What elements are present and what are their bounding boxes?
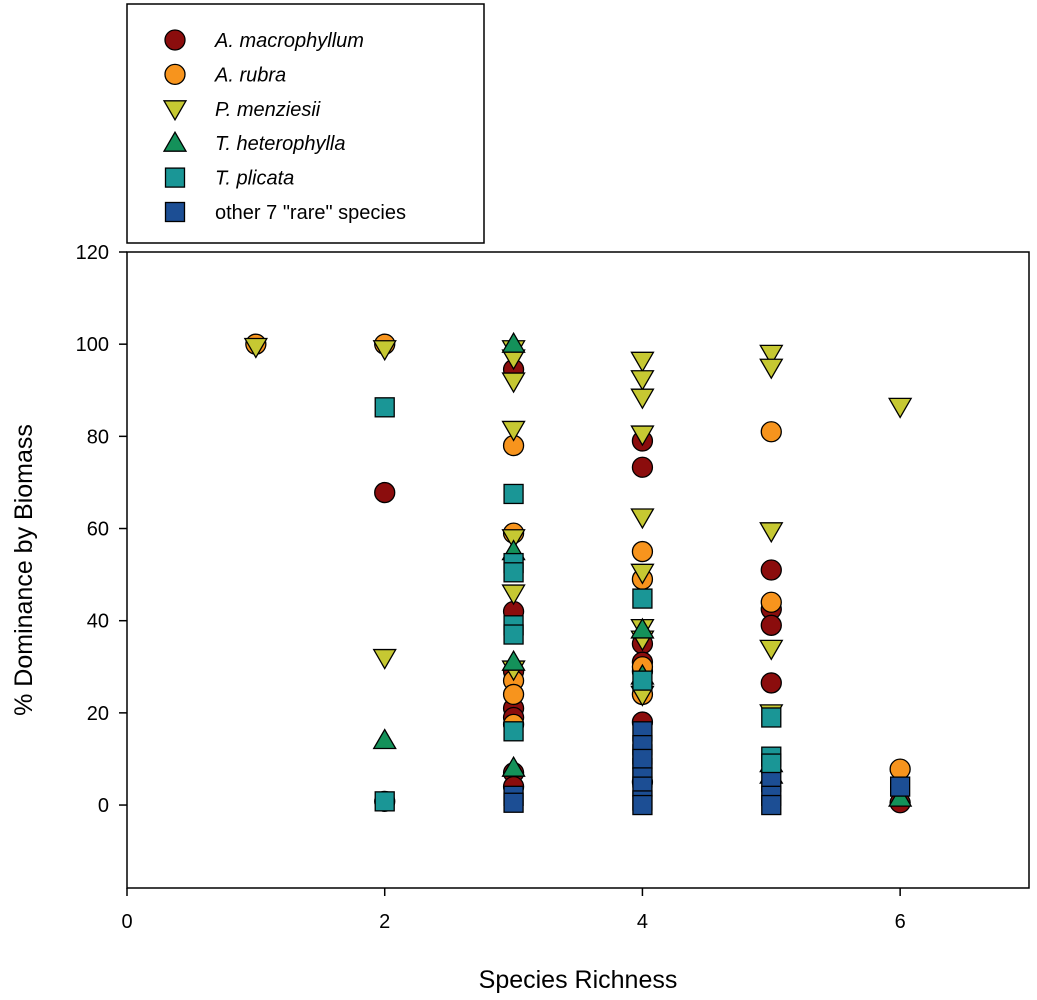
- x-tick-label: 0: [121, 911, 132, 933]
- data-point: [889, 758, 911, 780]
- data-point: [374, 397, 395, 418]
- x-tick-label: 2: [379, 911, 390, 933]
- data-point: [502, 683, 525, 706]
- data-points: [243, 331, 913, 816]
- data-point: [501, 584, 526, 606]
- x-tick-label: 4: [637, 911, 648, 933]
- y-tick-label: 20: [87, 703, 109, 725]
- data-point: [501, 755, 526, 777]
- data-point: [503, 483, 524, 505]
- y-tick-label: 120: [76, 242, 109, 264]
- legend-label: P. menziesii: [215, 99, 321, 121]
- data-point: [760, 559, 782, 581]
- data-point: [632, 670, 653, 691]
- series-5: [503, 721, 911, 816]
- x-tick-label: 6: [895, 911, 906, 933]
- data-point: [632, 794, 653, 816]
- data-point: [888, 397, 913, 419]
- data-point: [501, 529, 526, 551]
- data-point: [759, 639, 784, 661]
- plot-frame: [126, 251, 1030, 889]
- data-point: [503, 562, 524, 583]
- data-point: [503, 721, 524, 742]
- legend: A. macrophyllum A. rubra P. menziesii T. he…: [126, 3, 485, 244]
- data-point: [243, 337, 268, 359]
- data-point: [631, 540, 654, 563]
- data-point: [630, 425, 655, 447]
- data-point: [630, 370, 655, 392]
- data-point: [760, 614, 782, 636]
- data-point: [760, 591, 782, 613]
- data-point: [759, 358, 784, 380]
- data-point: [630, 351, 655, 373]
- legend-marker: [164, 201, 186, 223]
- data-point: [372, 648, 397, 670]
- data-point: [503, 624, 524, 645]
- y-tick-label: 0: [98, 795, 109, 817]
- data-point: [630, 617, 655, 639]
- data-point: [761, 707, 782, 728]
- data-point: [630, 563, 655, 585]
- data-point: [632, 588, 653, 609]
- series-4: [374, 397, 782, 812]
- y-tick-label: 80: [87, 426, 109, 448]
- data-point: [630, 508, 655, 530]
- y-tick-label: 100: [76, 334, 109, 356]
- legend-label: A. macrophyllum: [214, 30, 364, 52]
- series-2: [243, 337, 913, 726]
- data-point: [372, 340, 397, 362]
- data-point: [761, 794, 782, 816]
- data-point: [760, 672, 782, 694]
- series-1: [245, 333, 911, 780]
- data-point: [501, 372, 526, 394]
- data-point: [631, 456, 654, 478]
- data-point: [501, 420, 526, 442]
- legend-label: A. rubra: [214, 64, 286, 86]
- data-point: [503, 792, 524, 813]
- data-point: [374, 481, 396, 504]
- legend-box: [126, 3, 485, 244]
- data-point: [759, 344, 784, 366]
- data-point: [501, 331, 526, 353]
- data-point: [760, 421, 782, 443]
- data-point: [372, 728, 397, 750]
- x-axis-title: Species Richness: [479, 966, 678, 994]
- legend-marker: [162, 100, 188, 122]
- legend-label: T. heterophylla: [215, 133, 345, 155]
- legend-marker: [164, 63, 186, 86]
- legend-marker: [164, 29, 186, 51]
- data-point: [632, 748, 653, 770]
- data-point: [759, 522, 784, 544]
- data-point: [374, 791, 395, 812]
- data-point: [630, 388, 655, 410]
- y-axis-title: % Dominance by Biomass: [10, 424, 38, 716]
- y-tick-label: 60: [87, 519, 109, 541]
- legend-marker: [162, 130, 188, 152]
- legend-label: other 7 "rare" species: [215, 202, 406, 224]
- legend-marker: [164, 167, 186, 188]
- data-point: [889, 776, 911, 797]
- data-point: [501, 649, 526, 671]
- legend-label: T. plicata: [215, 168, 294, 190]
- y-tick-label: 40: [87, 611, 109, 633]
- data-point: [761, 753, 782, 774]
